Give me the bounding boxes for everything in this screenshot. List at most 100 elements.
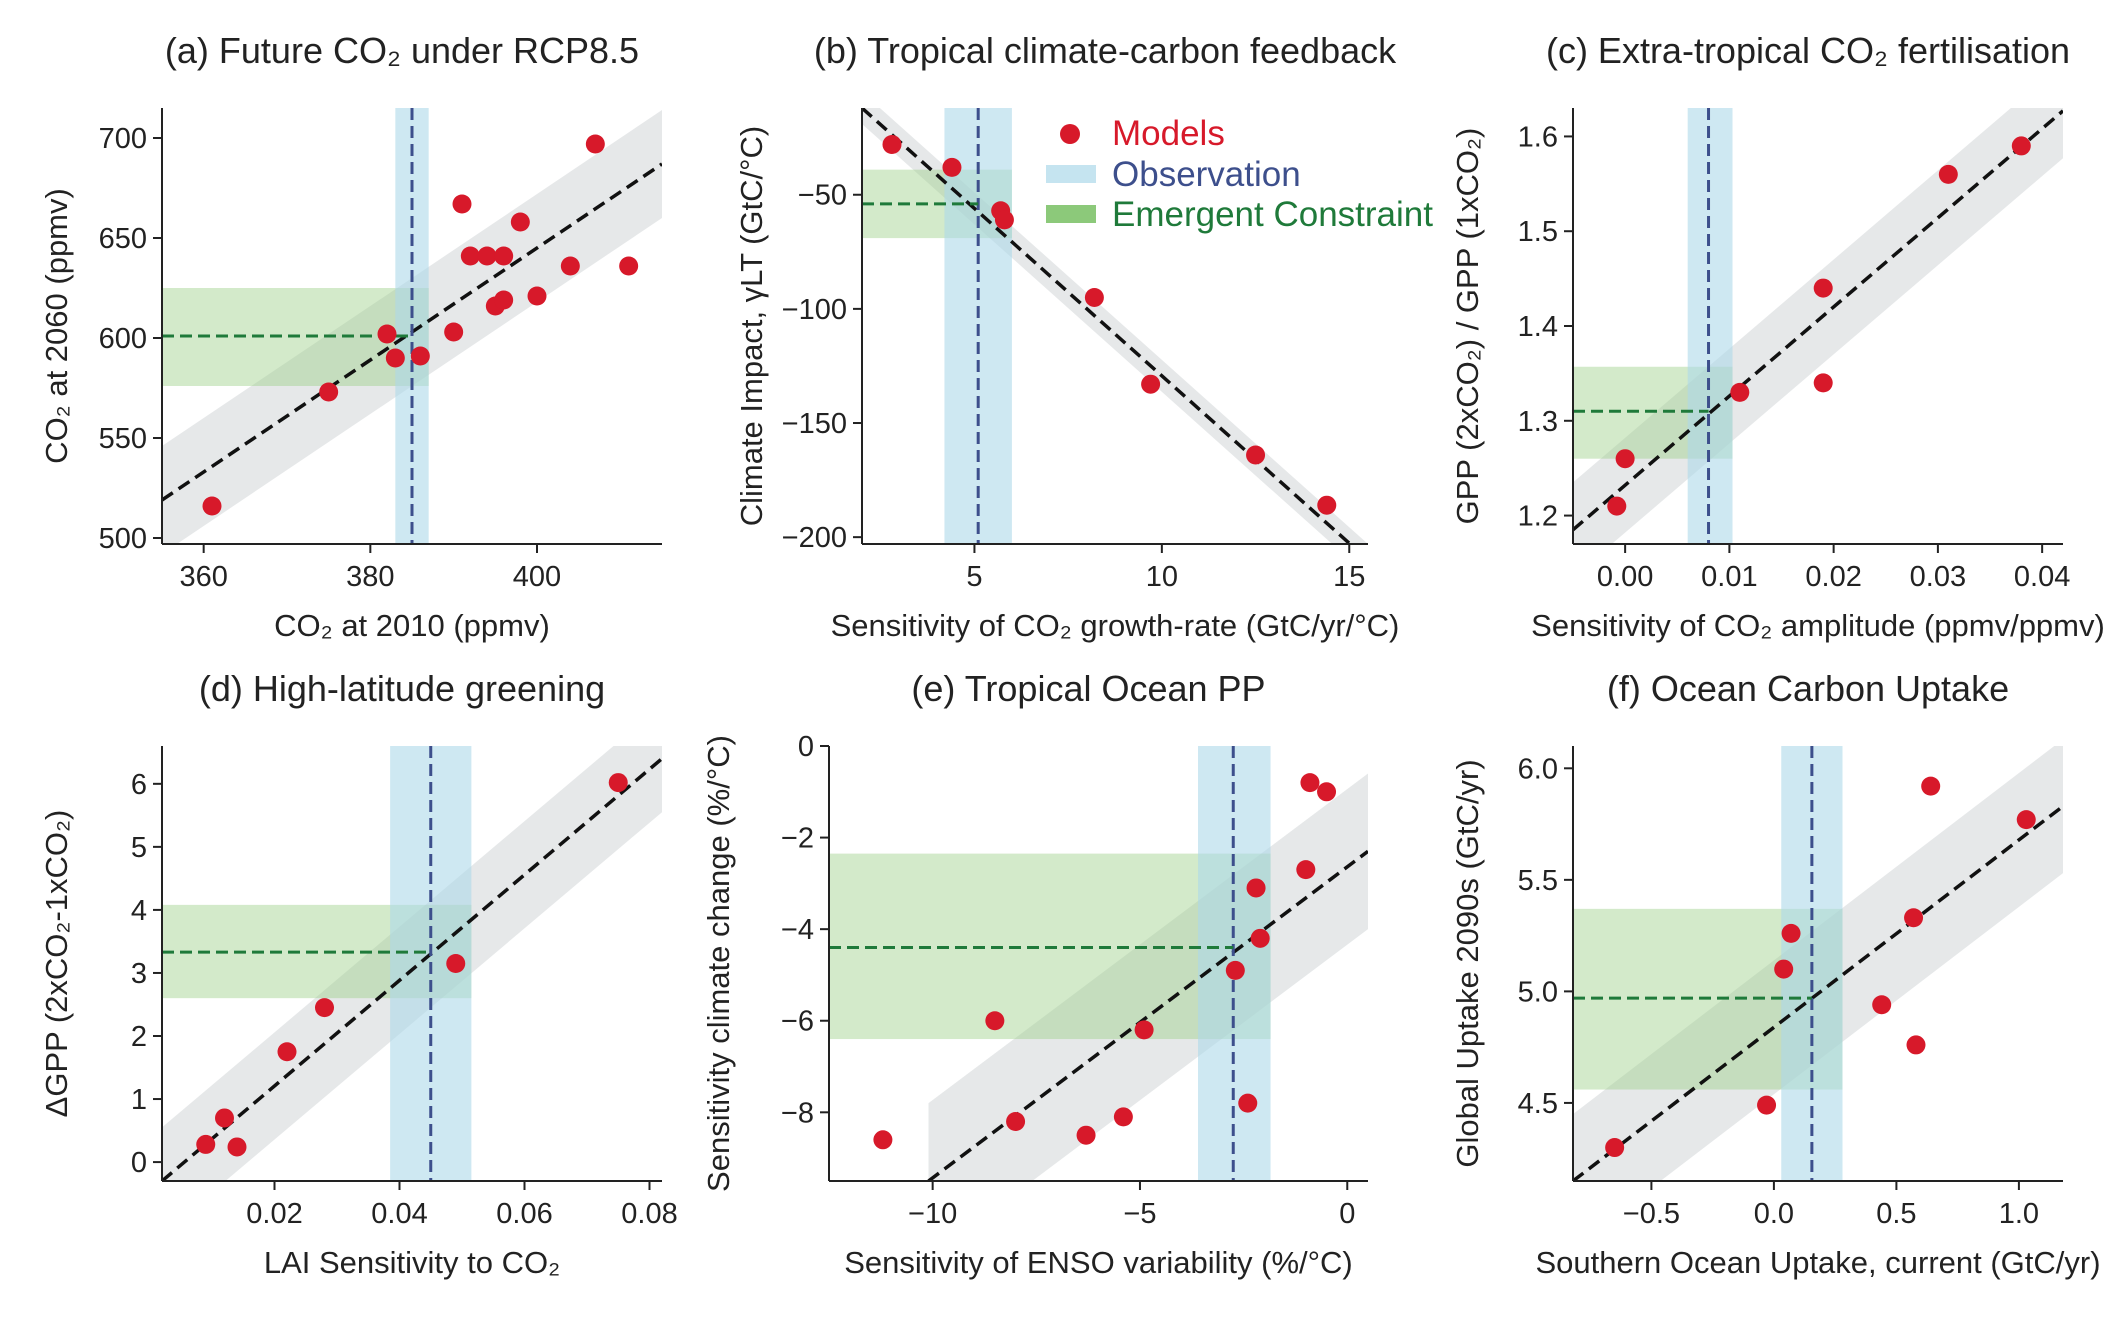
model-point	[1141, 374, 1161, 394]
x-tick-label: 10	[1146, 561, 1178, 593]
plot-area	[829, 746, 1368, 1181]
x-tick-label: 0.5	[1876, 1198, 1916, 1230]
panel-title: (f) Ocean Carbon Uptake	[1607, 668, 2009, 709]
model-point	[1296, 860, 1316, 880]
legend-observation-swatch	[1046, 165, 1096, 183]
model-point	[1607, 496, 1627, 516]
y-tick-label: 650	[99, 223, 147, 255]
model-point	[215, 1108, 234, 1128]
y-axis-label: Climate Impact, γLT (GtC/°C)	[734, 126, 769, 527]
legend-models-label: Models	[1112, 114, 1225, 153]
model-point	[942, 157, 962, 177]
y-tick-label: −150	[782, 408, 847, 440]
y-tick-label: 6.0	[1518, 753, 1558, 785]
panel-a: 360 380 400 500 550 600 650 700 (a) Future CO₂ u…	[39, 30, 662, 643]
y-tick-label: −50	[798, 180, 847, 212]
model-point	[585, 134, 605, 154]
y-tick-label: −6	[781, 1006, 814, 1038]
x-axis-label: Sensitivity of ENSO variability (%/°C)	[844, 1245, 1353, 1280]
model-point	[619, 256, 639, 276]
plot-area	[862, 108, 1368, 544]
model-point	[377, 324, 397, 344]
y-tick-label: 1.6	[1518, 121, 1558, 153]
model-point	[1906, 1035, 1926, 1055]
x-tick-label: 5	[966, 561, 982, 593]
x-axis-label: LAI Sensitivity to CO₂	[264, 1245, 560, 1280]
y-tick-label: 1.2	[1518, 501, 1558, 533]
x-tick-label: 15	[1333, 561, 1365, 593]
x-tick-label: −10	[908, 1198, 957, 1230]
x-tick-label: 0.04	[2014, 561, 2070, 593]
model-point	[494, 290, 514, 310]
y-tick-label: 6	[131, 769, 147, 801]
model-point	[985, 1011, 1005, 1031]
y-axis-label: Global Uptake 2090s (GtC/yr)	[1450, 759, 1485, 1167]
model-point	[608, 773, 628, 793]
x-axis-label: Sensitivity of CO₂ amplitude (ppmv/ppmv)	[1531, 608, 2105, 643]
regression-line	[862, 108, 1353, 544]
y-tick-label: 5	[131, 832, 147, 864]
x-axis-label: Southern Ocean Uptake, current (GtC/yr)	[1535, 1245, 2100, 1280]
y-tick-label: −100	[782, 294, 847, 326]
x-tick-label: 0.03	[1910, 561, 1966, 593]
model-point	[1113, 1107, 1133, 1127]
legend-observation-label: Observation	[1112, 155, 1301, 194]
panel-title: (c) Extra-tropical CO₂ fertilisation	[1546, 30, 2070, 71]
model-point	[196, 1134, 216, 1154]
model-point	[227, 1137, 247, 1157]
y-tick-label: 600	[99, 323, 147, 355]
model-point	[494, 246, 514, 266]
model-point	[1317, 782, 1337, 802]
model-point	[1938, 164, 1958, 184]
x-tick-label: 400	[513, 561, 561, 593]
model-point	[1250, 928, 1270, 948]
model-point	[1317, 495, 1337, 515]
y-tick-label: 1.4	[1518, 311, 1558, 343]
model-point	[1134, 1020, 1154, 1040]
y-tick-label: 1	[131, 1084, 147, 1116]
x-tick-label: 0.00	[1597, 561, 1653, 593]
y-tick-label: 550	[99, 423, 147, 455]
model-point	[1246, 445, 1266, 465]
legend-models-marker	[1060, 124, 1080, 144]
model-point	[277, 1042, 297, 1062]
y-tick-label: 500	[99, 523, 147, 555]
y-tick-label: 4	[131, 895, 147, 927]
regression-line	[1573, 804, 2063, 1181]
panel-title: (e) Tropical Ocean PP	[911, 668, 1265, 709]
y-tick-label: 1.5	[1518, 216, 1558, 248]
observation-band	[1687, 108, 1733, 544]
x-tick-label: 0.02	[1805, 561, 1861, 593]
model-point	[452, 194, 472, 214]
panel-title: (b) Tropical climate-carbon feedback	[814, 30, 1397, 71]
plot-area	[1573, 108, 2063, 544]
panel-title: (d) High-latitude greening	[199, 668, 605, 709]
y-axis-label: GPP (2xCO₂) / GPP (1xCO₂)	[1450, 128, 1485, 525]
y-tick-label: −4	[781, 914, 814, 946]
x-tick-label: 0.08	[621, 1198, 677, 1230]
model-point	[1904, 908, 1924, 928]
model-point	[460, 246, 480, 266]
panel-f: −0.5 0.0 0.5 1.0 4.5 5.0 5.5 6.0 (f) Ocean Carbo…	[1450, 668, 2101, 1280]
model-point	[560, 256, 580, 276]
y-tick-label: 3	[131, 958, 147, 990]
y-axis-label: ΔGPP (2xCO₂-1xCO₂)	[39, 810, 74, 1118]
legend-emergent-swatch	[1046, 205, 1096, 223]
model-point	[1300, 773, 1320, 793]
x-tick-label: 0.04	[371, 1198, 427, 1230]
x-tick-label: 0.01	[1701, 561, 1757, 593]
x-tick-label: −0.5	[1623, 1198, 1680, 1230]
model-point	[1813, 373, 1833, 393]
panel-e: −10 −5 0 0 −2 −4 −6 −8 (e) Tropical Ocean PP Sens…	[701, 668, 1368, 1280]
plot-area	[162, 746, 662, 1181]
model-point	[385, 348, 405, 368]
x-tick-label: 0	[1339, 1198, 1355, 1230]
model-point	[1615, 449, 1635, 469]
y-tick-label: −200	[782, 522, 847, 554]
regression-line	[1573, 109, 2063, 532]
x-axis-label: Sensitivity of CO₂ growth-rate (GtC/yr/°…	[831, 608, 1400, 643]
model-point	[319, 382, 339, 402]
model-point	[1084, 287, 1104, 307]
model-point	[1781, 923, 1801, 943]
y-tick-label: 4.5	[1518, 1088, 1558, 1120]
